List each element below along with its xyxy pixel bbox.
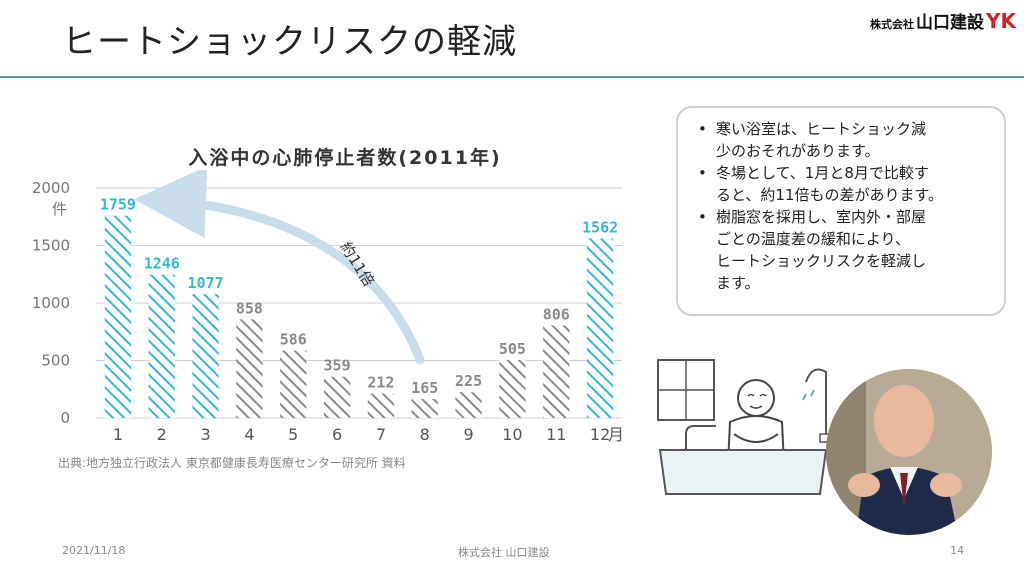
footer-page-number: 14 xyxy=(950,544,964,557)
bar-month-11 xyxy=(543,325,570,418)
bar-value-label: 225 xyxy=(455,372,482,390)
y-tick-label: 500 xyxy=(41,352,70,370)
bar-value-label: 165 xyxy=(411,379,438,397)
y-axis-unit: 件 xyxy=(52,200,67,218)
x-tick-label: 6 xyxy=(332,425,342,444)
slide-title: ヒートショックリスクの軽減 xyxy=(62,22,517,62)
presenter-figure xyxy=(826,369,992,535)
bar-value-label: 1759 xyxy=(100,196,136,214)
logo-mark: YK xyxy=(986,9,1016,33)
bar-value-label: 1246 xyxy=(144,255,180,273)
comparison-arrow xyxy=(134,170,425,365)
bar-chart: 0 500 1000 1500 2000 1759 1 1246 2 1077 3 858 4 586 5 3… xyxy=(32,170,624,444)
bar-month-5 xyxy=(280,350,307,418)
key-point-line: ます。 xyxy=(716,274,760,292)
x-tick-label: 4 xyxy=(244,425,254,444)
bullet-marker: • xyxy=(698,120,707,138)
key-point-line: ヒートショックリスクを軽減し xyxy=(716,252,927,270)
y-tick-label: 1000 xyxy=(32,294,70,312)
bar-value-label: 212 xyxy=(367,374,394,392)
bar-value-label: 505 xyxy=(499,340,526,358)
bar-month-8 xyxy=(411,399,438,418)
footer-company: 株式会社 山口建設 xyxy=(458,546,550,559)
key-point-line: ると、約11倍もの差があります。 xyxy=(716,186,943,204)
logo-small-text: 株式会社 xyxy=(870,18,915,31)
key-point-line: 樹脂窓を採用し、室内外・部屋 xyxy=(716,208,927,226)
bar-value-label: 806 xyxy=(543,305,570,323)
x-axis-unit: 月 xyxy=(608,425,624,444)
y-tick-label: 0 xyxy=(60,409,70,427)
chart-source: 出典:地方独立行政法人 東京都健康長寿医療センター研究所 資料 xyxy=(58,456,406,470)
key-points-box: • 寒い浴室は、ヒートショック減 少のおそれがあります。 • 冬場として、1月と8月で比… xyxy=(676,106,1006,316)
bullet-marker: • xyxy=(698,164,707,182)
key-point-item: • 冬場として、1月と8月で比較す ると、約11倍もの差があります。 xyxy=(694,162,990,206)
bar-month-2 xyxy=(148,274,175,418)
key-point-line: ごとの温度差の緩和により、 xyxy=(716,230,910,248)
key-point-line: 少のおそれがあります。 xyxy=(716,142,880,160)
bar-month-3 xyxy=(192,294,219,418)
footer-date: 2021/11/18 xyxy=(62,544,126,557)
bar-month-7 xyxy=(367,393,395,418)
bar-value-label: 858 xyxy=(236,299,263,317)
title-divider xyxy=(0,76,1024,78)
bar-month-6 xyxy=(323,376,351,418)
y-tick-label: 1500 xyxy=(32,237,70,255)
key-point-line: 寒い浴室は、ヒートショック減 xyxy=(716,120,927,138)
bar-month-12 xyxy=(586,238,614,418)
bar-value-label: 1562 xyxy=(582,218,618,236)
bar-month-10 xyxy=(499,359,526,418)
x-tick-label: 7 xyxy=(376,425,386,444)
x-tick-label: 11 xyxy=(546,425,566,444)
x-tick-label: 2 xyxy=(157,425,167,444)
logo-company-name: 山口建設 xyxy=(916,13,985,33)
cold-bathroom-illustration xyxy=(657,359,833,495)
x-tick-label: 10 xyxy=(502,425,522,444)
chart-title: 入浴中の心肺停止者数(2011年) xyxy=(188,147,502,169)
presenter-video xyxy=(826,369,992,535)
x-tick-label: 9 xyxy=(463,425,473,444)
x-tick-label: 1 xyxy=(113,425,123,444)
x-tick-label: 8 xyxy=(420,425,430,444)
bar-month-9 xyxy=(455,392,482,418)
bar-month-1 xyxy=(104,215,132,418)
bar-month-4 xyxy=(236,319,263,418)
bar-value-label: 586 xyxy=(280,331,307,349)
key-points-list: • 寒い浴室は、ヒートショック減 少のおそれがあります。 • 冬場として、1月と8月で比… xyxy=(694,118,990,294)
key-point-item: • 寒い浴室は、ヒートショック減 少のおそれがあります。 xyxy=(694,118,990,162)
x-tick-label: 3 xyxy=(200,425,210,444)
x-tick-label: 12 xyxy=(590,425,610,444)
bar-value-label: 1077 xyxy=(188,274,224,292)
key-point-line: 冬場として、1月と8月で比較す xyxy=(716,164,929,182)
company-logo: 株式会社 山口建設 YK xyxy=(870,8,1016,33)
key-point-item: • 樹脂窓を採用し、室内外・部屋 ごとの温度差の緩和により、 ヒートショックリスクを軽… xyxy=(694,206,990,294)
x-tick-label: 5 xyxy=(288,425,298,444)
y-tick-label: 2000 xyxy=(32,179,70,197)
bullet-marker: • xyxy=(698,208,707,226)
bar-value-label: 359 xyxy=(324,357,351,375)
